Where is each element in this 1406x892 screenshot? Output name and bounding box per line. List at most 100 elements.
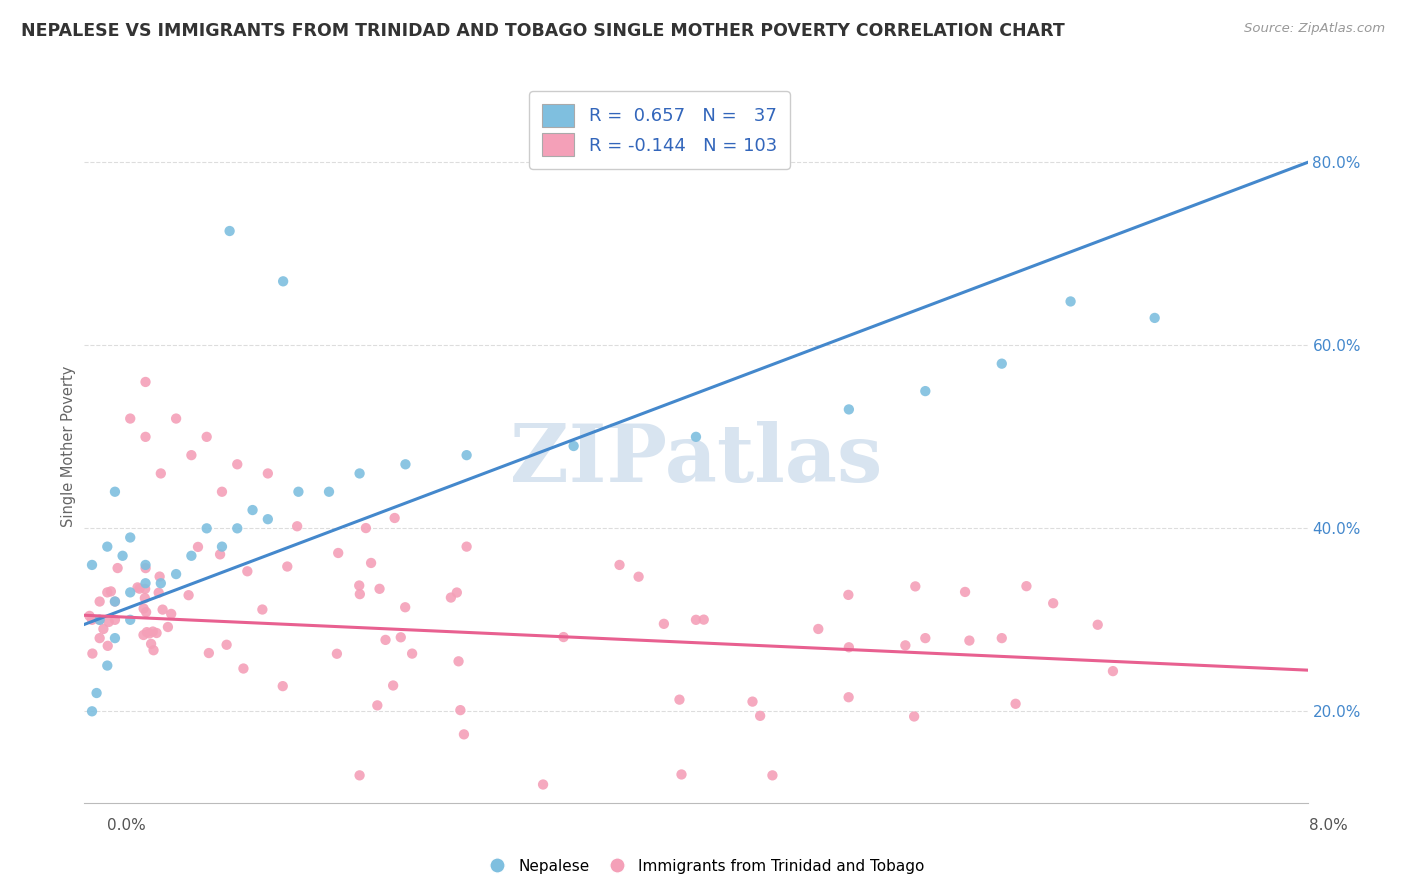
Point [96,658,118,673]
Point [195,430,218,444]
Point [1102,664,1125,678]
Point [1143,310,1166,325]
Point [389,630,412,644]
Point [838,402,860,417]
Legend: R =  0.657   N =   37, R = -0.144   N = 103: R = 0.657 N = 37, R = -0.144 N = 103 [529,91,790,169]
Point [135,605,157,619]
Point [271,679,294,693]
Point [349,467,371,481]
Point [135,375,157,389]
Point [366,698,388,713]
Point [142,624,165,639]
Point [374,632,396,647]
Point [97,615,120,629]
Point [360,556,382,570]
Point [953,585,976,599]
Point [145,626,167,640]
Point [449,703,471,717]
Point [1087,617,1109,632]
Point [89,613,111,627]
Point [79,608,101,623]
Point [807,622,830,636]
Point [149,569,172,583]
Point [257,467,280,481]
Point [562,439,585,453]
Point [957,633,980,648]
Text: 0.0%: 0.0% [107,818,146,832]
Point [100,584,122,599]
Point [328,546,350,560]
Point [209,548,232,562]
Point [609,558,631,572]
Point [685,430,707,444]
Point [89,613,111,627]
Point [148,585,170,599]
Point [198,646,221,660]
Point [440,591,463,605]
Point [271,274,294,288]
Text: 8.0%: 8.0% [1309,818,1348,832]
Point [1042,596,1064,610]
Point [120,585,142,599]
Point [652,616,675,631]
Y-axis label: Single Mother Poverty: Single Mother Poverty [60,366,76,526]
Point [838,690,860,705]
Point [149,467,172,481]
Point [287,484,309,499]
Point [741,695,763,709]
Point [456,448,478,462]
Point [401,647,423,661]
Text: Source: ZipAtlas.com: Source: ZipAtlas.com [1244,22,1385,36]
Point [80,558,103,572]
Point [446,585,468,599]
Point [232,661,254,675]
Point [97,639,120,653]
Point [211,484,233,499]
Point [152,602,174,616]
Point [531,777,554,791]
Point [837,588,859,602]
Point [685,613,707,627]
Point [447,654,470,668]
Point [177,588,200,602]
Point [165,567,187,582]
Point [553,630,575,644]
Point [132,628,155,642]
Point [991,357,1014,371]
Point [160,607,183,621]
Point [285,519,308,533]
Point [89,631,111,645]
Point [354,521,377,535]
Point [215,638,238,652]
Point [1004,697,1026,711]
Point [894,639,917,653]
Point [135,558,157,572]
Point [120,613,142,627]
Point [107,561,129,575]
Text: ZIPatlas: ZIPatlas [510,421,882,500]
Point [627,570,650,584]
Point [1059,294,1081,309]
Point [104,594,127,608]
Point [904,579,927,593]
Point [149,576,172,591]
Point [991,631,1014,645]
Point [761,768,783,782]
Point [89,594,111,608]
Point [135,561,157,575]
Point [156,620,179,634]
Point [111,549,134,563]
Point [127,581,149,595]
Point [80,704,103,718]
Legend: Nepalese, Immigrants from Trinidad and Tobago: Nepalese, Immigrants from Trinidad and T… [475,853,931,880]
Point [135,430,157,444]
Point [120,531,142,545]
Point [104,631,127,645]
Point [132,601,155,615]
Point [142,643,165,657]
Point [134,582,156,596]
Point [195,521,218,535]
Point [218,224,240,238]
Point [128,582,150,596]
Point [668,692,690,706]
